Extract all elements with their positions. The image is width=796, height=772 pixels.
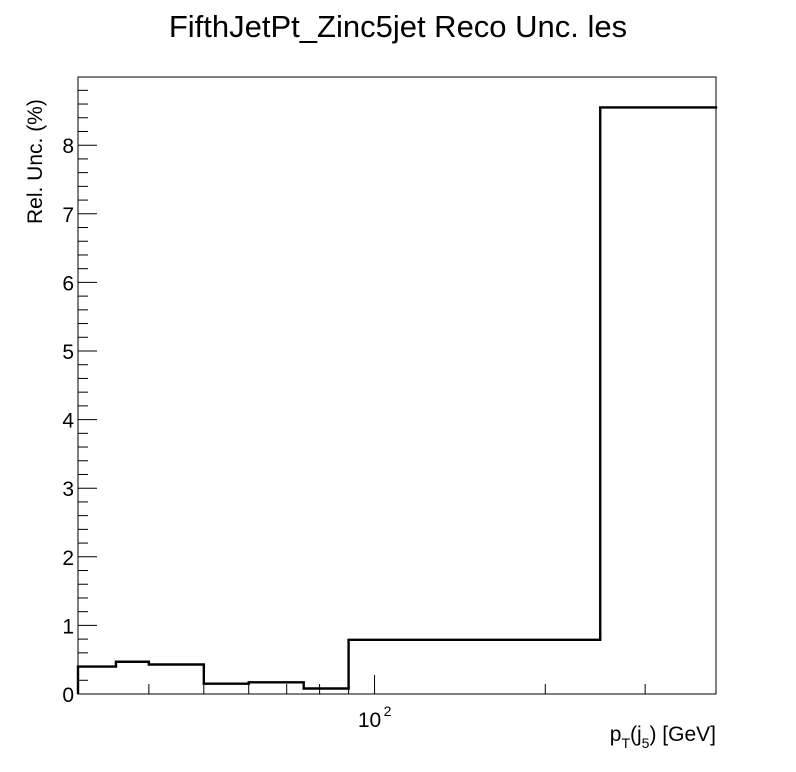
x-tick-label-exponent: 2 bbox=[384, 703, 392, 719]
y-tick-label: 5 bbox=[62, 341, 74, 364]
y-tick-label: 6 bbox=[62, 272, 74, 295]
y-tick-label: 1 bbox=[62, 615, 74, 638]
y-tick-label: 7 bbox=[62, 204, 74, 227]
plot-frame bbox=[77, 76, 717, 695]
x-axis-ticks bbox=[77, 675, 717, 694]
x-tick-label: 10 bbox=[358, 709, 381, 732]
y-axis-tick-labels: 0 1 2 3 4 5 6 7 8 bbox=[62, 135, 74, 707]
x-axis-tick-labels: 10 2 bbox=[358, 703, 392, 732]
y-tick-label: 2 bbox=[62, 547, 74, 570]
y-axis-label: Rel. Unc. (%) bbox=[24, 99, 47, 224]
histogram-series bbox=[76, 106, 718, 694]
y-tick-label: 4 bbox=[62, 410, 74, 433]
y-tick-label: 0 bbox=[62, 684, 74, 707]
y-axis-ticks bbox=[78, 89, 97, 695]
chart-title: FifthJetPt_Zinc5jet Reco Unc. les bbox=[169, 9, 627, 44]
y-tick-label: 3 bbox=[62, 478, 74, 501]
x-axis-label: pT(j5) [GeV] bbox=[610, 723, 716, 751]
y-tick-label: 8 bbox=[62, 135, 74, 158]
